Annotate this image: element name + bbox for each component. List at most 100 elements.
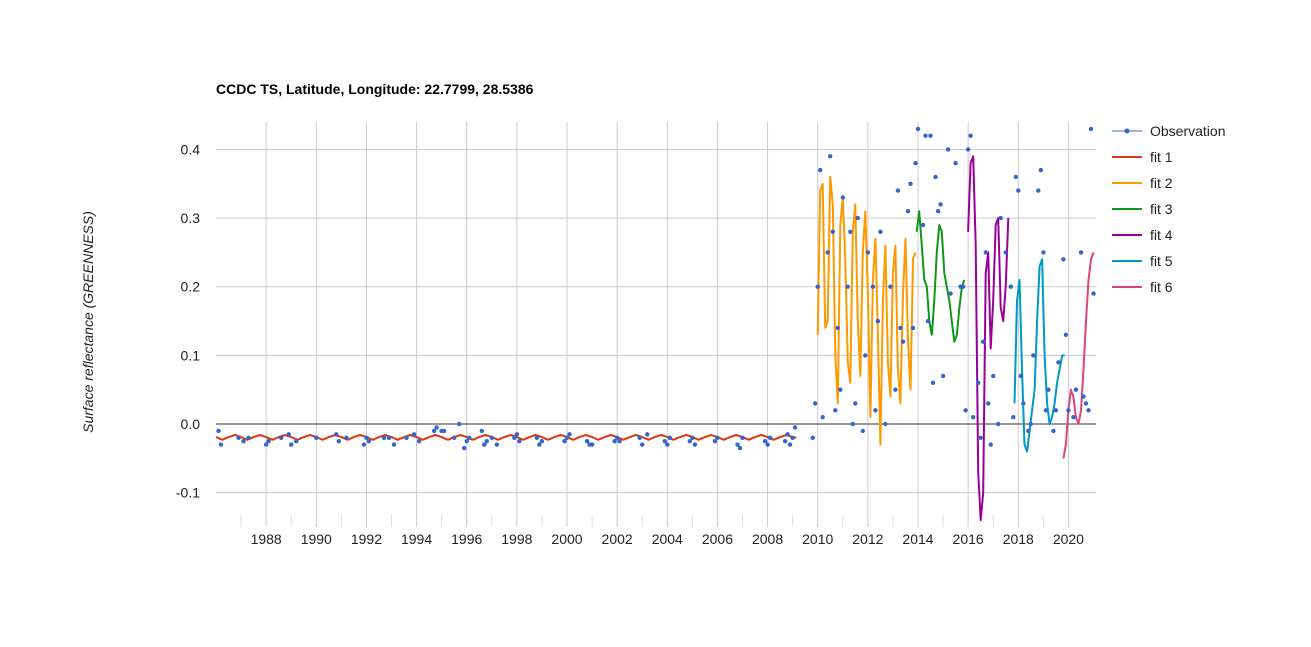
observation-point [998, 215, 1003, 221]
observation-point [790, 435, 795, 440]
observation-point [464, 439, 469, 444]
legend-label-fit-1: fit 1 [1150, 149, 1173, 165]
observation-point [712, 439, 718, 444]
observation-point [898, 325, 903, 331]
observation-point [589, 442, 595, 447]
series-line-fit-1 [215, 434, 797, 441]
x-tick-label: 1994 [401, 531, 432, 547]
observation-point [938, 202, 943, 207]
observation-point [873, 408, 878, 413]
observation-point [665, 442, 670, 447]
observation-point [900, 339, 906, 344]
observation-point [564, 435, 570, 440]
observation-point [848, 229, 853, 234]
observation-point [1043, 408, 1049, 413]
observation-point [855, 215, 860, 221]
observation-point [860, 428, 865, 434]
y-tick-label: -0.1 [176, 485, 200, 501]
observation-point [1008, 284, 1013, 289]
observation-point [1016, 188, 1021, 193]
observation-point [1081, 394, 1086, 399]
observation-point [971, 415, 976, 420]
observation-point [334, 432, 339, 437]
observation-point [391, 442, 397, 447]
observation-point [1063, 332, 1069, 337]
observation-point [457, 421, 462, 427]
observation-point [923, 133, 928, 138]
observation-point [514, 432, 520, 437]
x-tick-label: 1996 [451, 531, 482, 547]
axis-layer: 1988 1990 1992 1994 1996 1998 2000 2002 2004 2006… [176, 141, 1084, 547]
observation-point [690, 435, 695, 440]
observation-point [715, 435, 720, 440]
observation-point [813, 401, 818, 406]
observation-point [539, 439, 545, 444]
observation-point [865, 250, 871, 255]
observation-point [216, 428, 221, 434]
observation-point [617, 439, 622, 444]
series-line-fit-4 [967, 155, 1010, 522]
observation-point [584, 439, 590, 444]
legend-label-fit-2: fit 2 [1150, 175, 1173, 191]
observation-point [1066, 408, 1071, 413]
x-tick-label: 2002 [602, 531, 633, 547]
observation-point [845, 284, 850, 289]
observation-point [279, 435, 284, 440]
observation-point [930, 380, 936, 385]
observation-point [386, 435, 392, 440]
observation-point [1028, 421, 1034, 427]
observation-point [411, 432, 417, 437]
observation-point [953, 161, 958, 166]
observation-point [863, 353, 868, 358]
observation-point [825, 250, 830, 255]
series-layer [215, 126, 1096, 522]
observation-point [537, 442, 542, 447]
observation-point [835, 325, 840, 331]
observation-point [692, 442, 698, 447]
observation-point [266, 439, 271, 444]
series-line-fit-3 [915, 210, 966, 343]
observation-point [878, 229, 883, 234]
observation-point [785, 432, 790, 437]
observation-point [963, 408, 968, 413]
x-tick-label: 1988 [251, 531, 282, 547]
observation-point [364, 435, 369, 440]
observation-point [1083, 401, 1089, 406]
x-tick-label: 1990 [301, 531, 332, 547]
observation-point [1086, 408, 1091, 413]
observation-point [905, 209, 911, 214]
observation-point [818, 167, 823, 173]
observation-point [928, 133, 933, 138]
observation-point [765, 442, 770, 447]
observation-point [820, 415, 825, 420]
observation-point [935, 209, 941, 214]
observation-point [381, 435, 387, 440]
x-tick-label: 2000 [551, 531, 582, 547]
observation-point [667, 435, 672, 440]
observation-point [988, 442, 993, 447]
observation-point [762, 439, 768, 444]
observation-point [787, 442, 793, 447]
observation-point [828, 154, 833, 159]
observation-point [853, 401, 858, 406]
legend-label-fit-4: fit 4 [1150, 227, 1173, 243]
x-tick-label: 2006 [702, 531, 733, 547]
observation-point [1078, 250, 1084, 255]
legend-label-observation: Observation [1150, 123, 1225, 139]
observation-point [1051, 428, 1056, 434]
observation-point [1061, 257, 1066, 262]
observation-point [1036, 188, 1041, 193]
observation-point [404, 435, 409, 440]
observation-point [888, 284, 893, 289]
x-tick-label: 1998 [501, 531, 532, 547]
observation-point [344, 435, 349, 440]
observation-point [913, 161, 918, 166]
observation-point [840, 195, 845, 200]
observation-point [534, 435, 540, 440]
observation-point [263, 442, 269, 447]
observation-point [895, 188, 901, 193]
observation-point [767, 435, 773, 440]
observation-point [1053, 408, 1059, 413]
observation-point [494, 442, 499, 447]
observation-point [933, 174, 938, 180]
